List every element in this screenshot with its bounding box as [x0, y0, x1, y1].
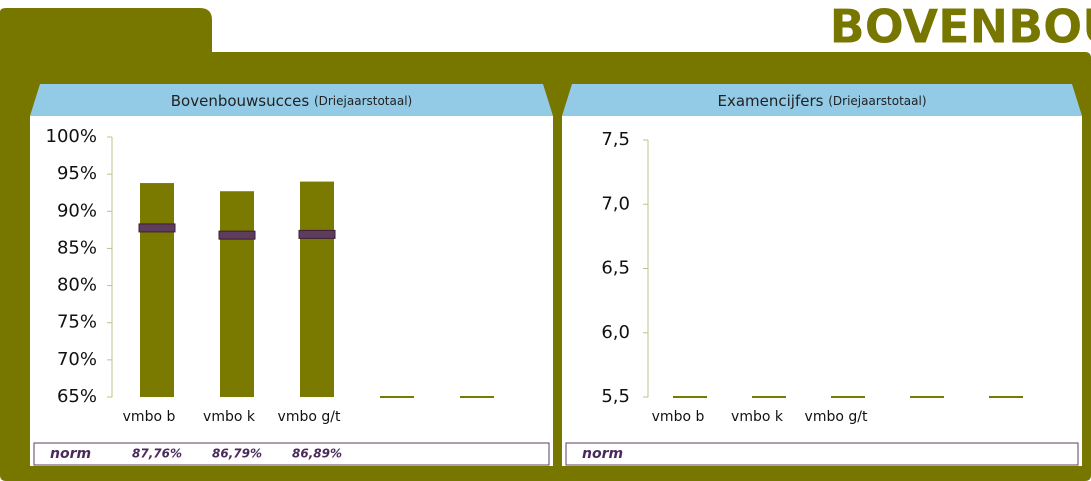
panel-title: Bovenbouwsucces (Driejaarstotaal)	[171, 92, 412, 110]
bar	[300, 181, 334, 397]
norm-value: 87,76%	[132, 447, 182, 461]
panel-title: Examencijfers (Driejaarstotaal)	[717, 92, 926, 110]
norm-value: 86,89%	[292, 447, 342, 461]
panel	[562, 116, 1082, 466]
norm-row	[33, 442, 550, 466]
x-tick-label: vmbo k	[203, 409, 256, 425]
title: Bovenbouwsucces	[171, 92, 310, 110]
y-tick-label: 100%	[46, 126, 97, 147]
subtitle: (Driejaarstotaal)	[314, 94, 412, 108]
bar	[220, 191, 254, 397]
y-tick-label: 90%	[57, 200, 97, 221]
y-tick-label: 6,0	[601, 322, 630, 343]
y-tick-label: 7,0	[601, 193, 630, 214]
y-tick-label: 95%	[57, 163, 97, 184]
y-tick-label: 75%	[57, 312, 97, 333]
norm-value: 86,79%	[212, 447, 262, 461]
bar	[140, 183, 174, 397]
panel-header	[562, 84, 1082, 116]
y-tick-label: 70%	[57, 349, 97, 370]
norm-marker	[298, 229, 336, 239]
y-tick-label: 7,5	[601, 129, 630, 150]
panel	[30, 116, 553, 466]
x-tick-label: vmbo b	[652, 409, 705, 425]
norm-row	[565, 442, 1079, 466]
y-tick-label: 65%	[57, 386, 97, 407]
y-tick-label: 85%	[57, 237, 97, 258]
y-tick-label: 80%	[57, 275, 97, 296]
subtitle: (Driejaarstotaal)	[828, 94, 926, 108]
norm-marker	[218, 230, 256, 240]
norm-label: norm	[582, 446, 623, 462]
x-tick-label: vmbo b	[123, 409, 176, 425]
norm-label: norm	[50, 446, 91, 462]
x-tick-label: vmbo k	[731, 409, 784, 425]
x-tick-label: vmbo g/t	[278, 409, 341, 425]
title: Examencijfers	[717, 92, 823, 110]
y-tick-label: 5,5	[601, 386, 630, 407]
norm-marker	[138, 223, 176, 233]
page-title: BOVENBOUW	[830, 0, 1091, 54]
y-tick-label: 6,5	[601, 258, 630, 279]
x-tick-label: vmbo g/t	[805, 409, 868, 425]
panel-header	[30, 84, 553, 116]
